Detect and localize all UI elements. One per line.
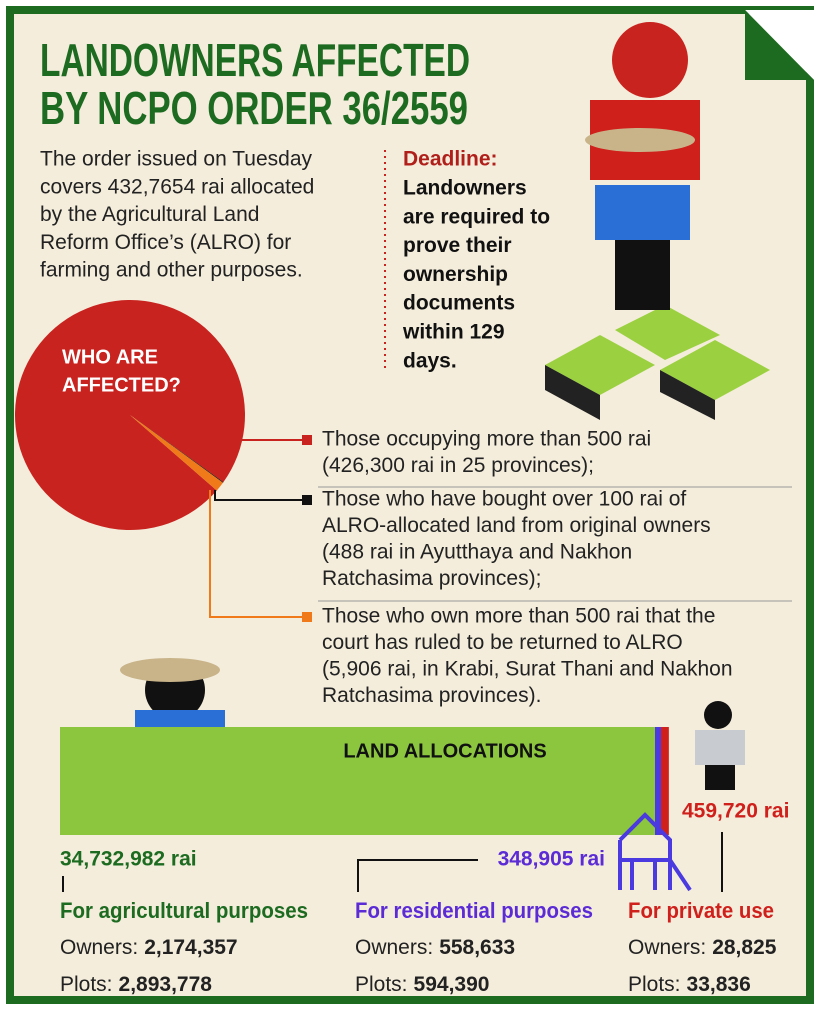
corner-fold xyxy=(745,10,814,80)
deadline-line: within 129 xyxy=(402,321,505,344)
allocation-bar xyxy=(655,727,661,835)
deadline-line: days. xyxy=(403,349,457,372)
plots: Plots: 594,390 xyxy=(355,973,489,996)
leader-line xyxy=(214,490,305,501)
rai-label: 459,720 rai xyxy=(682,800,789,823)
plots-label: Plots: xyxy=(628,973,681,996)
plots: Plots: 2,893,778 xyxy=(60,973,212,996)
legend-marker xyxy=(302,495,312,505)
legend-marker xyxy=(302,612,312,622)
affected-line: ALRO-allocated land from original owners xyxy=(322,514,711,537)
deadline-line: ownership xyxy=(403,263,508,286)
owners-value: 28,825 xyxy=(712,936,777,959)
allocation-name: For residential purposes xyxy=(355,898,593,923)
affected-line: Those occupying more than 500 rai xyxy=(322,428,651,451)
pie-label: WHO ARE xyxy=(62,346,158,368)
owners: Owners: 2,174,357 xyxy=(60,936,238,959)
intro-line: Reform Office’s (ALRO) for xyxy=(40,231,291,254)
intro-line: The order issued on Tuesday xyxy=(40,148,312,171)
pie-slice xyxy=(130,415,224,483)
affected-line: (488 rai in Ayutthaya and Nakhon xyxy=(322,541,632,564)
rai-label: 34,732,982 rai xyxy=(60,848,197,871)
affected-line: Ratchasima provinces); xyxy=(322,567,541,590)
affected-line: (426,300 rai in 25 provinces); xyxy=(322,454,594,477)
rai-label: 348,905 rai xyxy=(498,848,605,871)
plots-value: 33,836 xyxy=(687,973,751,996)
affected-line: Those who have bought over 100 rai of xyxy=(322,488,686,511)
owners-label: Owners: xyxy=(355,936,433,959)
allocation-title: LAND ALLOCATIONS xyxy=(343,740,546,762)
allocation-name: For agricultural purposes xyxy=(60,898,308,923)
pie-slice xyxy=(130,415,223,491)
affected-line: court has ruled to be returned to ALRO xyxy=(322,631,683,654)
pie-slice xyxy=(15,299,246,530)
leader-line xyxy=(209,490,305,618)
owners: Owners: 558,633 xyxy=(355,936,515,959)
allocation-bar xyxy=(60,727,655,835)
land-blocks-illustration xyxy=(545,305,770,420)
intro-line: covers 432,7654 rai allocated xyxy=(40,175,314,198)
plots-label: Plots: xyxy=(60,973,113,996)
legend-marker xyxy=(302,435,312,445)
pie-label: AFFECTED? xyxy=(62,374,181,396)
allocation-bar xyxy=(660,727,669,835)
house-icon xyxy=(618,812,692,892)
plots-value: 2,893,778 xyxy=(119,973,213,996)
intro-line: by the Agricultural Land xyxy=(40,203,259,226)
deadline-line: documents xyxy=(403,292,515,315)
owners-label: Owners: xyxy=(60,936,138,959)
intro-line: farming and other purposes. xyxy=(40,259,303,282)
deadline-line: are required to xyxy=(403,205,550,228)
plots: Plots: 33,836 xyxy=(628,973,751,996)
affected-line: Ratchasima provinces). xyxy=(322,684,541,707)
affected-line: Those who own more than 500 rai that the xyxy=(322,605,715,628)
owners-label: Owners: xyxy=(628,936,706,959)
title: LANDOWNERS AFFECTED xyxy=(40,34,470,86)
owners-value: 558,633 xyxy=(439,936,515,959)
deadline-line: prove their xyxy=(403,234,512,257)
plots-value: 594,390 xyxy=(414,973,490,996)
owners: Owners: 28,825 xyxy=(628,936,777,959)
allocation-name: For private use xyxy=(628,898,774,923)
owners-value: 2,174,357 xyxy=(144,936,237,959)
affected-line: (5,906 rai, in Krabi, Surat Thani and Na… xyxy=(322,658,733,681)
deadline-label: Deadline: xyxy=(403,148,498,171)
connector xyxy=(357,859,478,892)
deadline-line: Landowners xyxy=(403,177,527,200)
title: BY NCPO ORDER 36/2559 xyxy=(40,82,468,134)
plots-label: Plots: xyxy=(355,973,408,996)
